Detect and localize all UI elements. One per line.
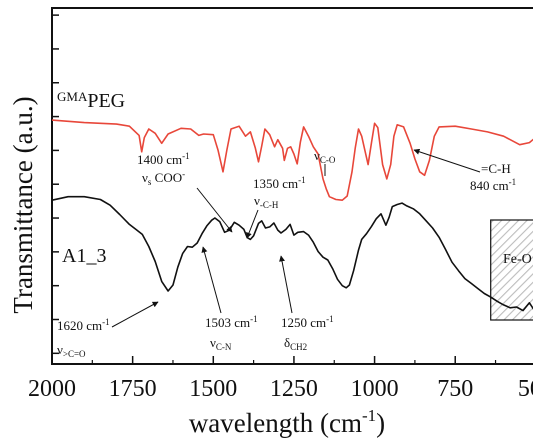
x-tick-label: 1250	[270, 376, 318, 402]
annotation-1400: 1400 cm-1 νs COO-	[137, 151, 233, 233]
annotation-1620-line1: 1620 cm-1	[57, 317, 110, 333]
x-tick-label: 1750	[109, 376, 157, 402]
x-axis-title-sup: -1	[362, 406, 376, 425]
plot-frame	[51, 7, 533, 365]
x-axis-title: wavelength (cm-1)	[189, 406, 385, 438]
annotation-1400-line2: νs COO-	[142, 169, 185, 187]
annotation-1250: 1250 cm-1 δCH2	[279, 255, 334, 352]
annotation-1620-line2: ν>C=O	[57, 342, 86, 359]
series-label-a1-3: A1_3	[62, 245, 106, 267]
series-label-gmapeg-prefix: GMA	[57, 89, 88, 104]
annotation-1503-arrow	[201, 246, 222, 314]
fe-o-box-rect	[490, 219, 533, 321]
x-tick-label: 1500	[189, 376, 237, 402]
annotation-1503: 1503 cm-1 νC-N	[201, 246, 258, 352]
y-axis-title: Transmittance (a.u.)	[8, 96, 38, 313]
annotation-1350-arrow	[246, 209, 259, 239]
annotation-1620-arrow	[111, 301, 159, 328]
x-axis-title-main: wavelength (cm	[189, 408, 362, 438]
x-tick-label: 2000	[28, 376, 76, 402]
annotation-840-arrow	[413, 148, 481, 173]
y-axis-ticks	[52, 14, 59, 355]
annotation-vco: νC-O	[314, 148, 336, 176]
annotation-1350-line2: ν-C-H	[254, 193, 279, 210]
x-tick-label: 1000	[351, 376, 399, 402]
annotation-1250-line2: δCH2	[284, 335, 307, 352]
annotation-840-line1: =C-H	[481, 161, 511, 176]
annotation-1350-line1: 1350 cm-1	[253, 175, 306, 191]
annotation-1503-line2: νC-N	[210, 335, 232, 352]
x-axis-title-close: )	[376, 408, 385, 438]
annotation-1503-line1: 1503 cm-1	[205, 314, 258, 330]
annotation-1620: 1620 cm-1 ν>C=O	[57, 301, 159, 359]
series-layer	[51, 119, 533, 312]
fe-o-box-label: Fe-O	[503, 252, 532, 267]
series-label-gmapeg: GMAPEG	[57, 89, 125, 112]
x-tick-label: 500	[518, 376, 533, 402]
annotation-1250-line1: 1250 cm-1	[281, 314, 334, 330]
x-tick-label: 750	[437, 376, 473, 402]
annotation-1400-arrow	[196, 187, 233, 233]
annotation-vco-label: νC-O	[314, 148, 336, 165]
annotation-840: =C-H 840 cm-1	[413, 148, 516, 193]
x-axis-ticks: 2000 1750 1500 1250 1000 750 500	[28, 356, 533, 402]
annotation-840-line2: 840 cm-1	[470, 177, 516, 193]
series-line-gmapeg	[51, 119, 533, 201]
series-line-a1-3	[51, 195, 533, 312]
annotation-1400-line1: 1400 cm-1	[137, 151, 190, 167]
fe-o-inset-box: Fe-O	[490, 219, 533, 321]
series-label-gmapeg-main: PEG	[87, 90, 125, 112]
annotation-1250-arrow	[279, 255, 293, 314]
